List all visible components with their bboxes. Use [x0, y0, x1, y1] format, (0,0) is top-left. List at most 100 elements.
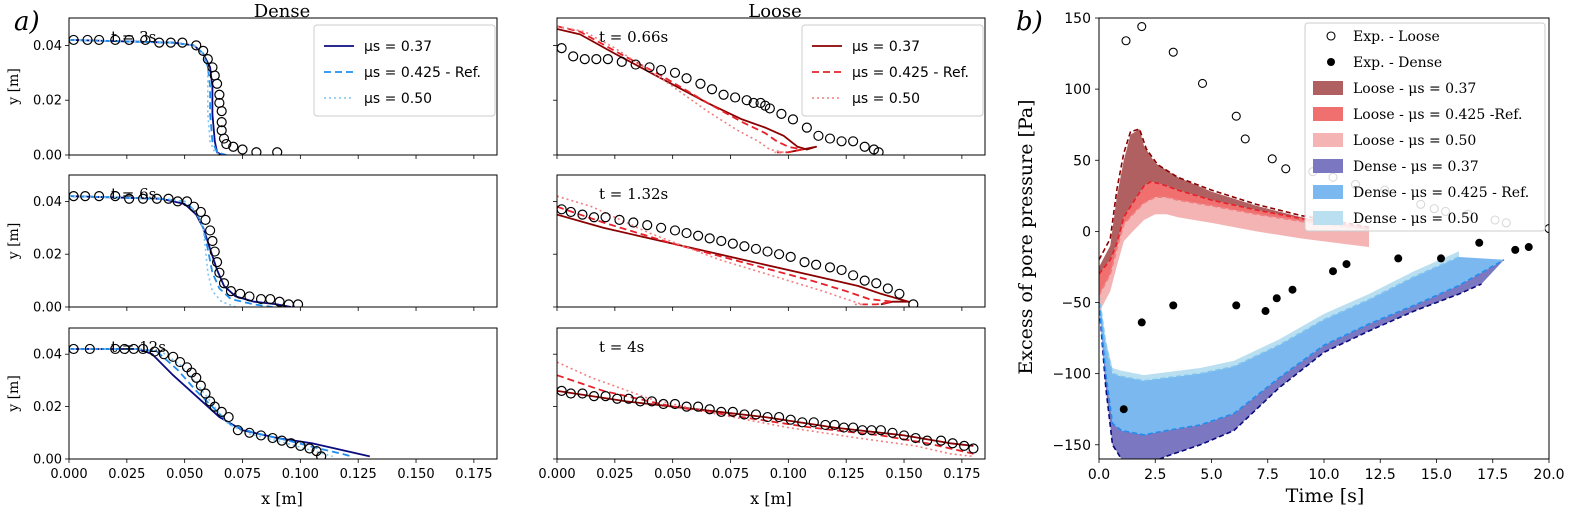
subplot-1: 0.00 0.02 0.04 y [m] t = 3s μs = 0.37 μs = 0.4… [6, 17, 498, 164]
experiment-point [316, 451, 327, 459]
legend-label: Loose - μs = 0.37 [1353, 81, 1476, 97]
experiment-point [124, 193, 135, 204]
experiment-point [274, 296, 285, 307]
subplot-title: t = 1.32s [599, 185, 668, 203]
column-title-loose: Loose [748, 1, 802, 22]
legend: μs = 0.37 μs = 0.425 - Ref. μs = 0.50 [313, 24, 496, 117]
subplot-title: t = 6s [111, 185, 156, 203]
experiment-point [922, 435, 933, 446]
subplot-5: 0.000 0.025 0.050 0.075 0.100 0.125 0.150 0.175… [6, 327, 498, 482]
experiment-point [959, 440, 970, 451]
experiment-point [276, 435, 287, 446]
experiment-point [887, 427, 898, 438]
panel-a-subplots: 0.00 0.02 0.04 y [m] t = 3s μs = 0.37 μs = 0.4… [6, 17, 986, 482]
y-tick-label: −50 [1061, 296, 1091, 312]
experiment-point [177, 37, 188, 48]
series-line [1099, 180, 1370, 275]
experiment-point [600, 391, 611, 402]
y-tick-label: 0.00 [33, 453, 62, 468]
experiment-point [568, 51, 579, 62]
experiment-point [727, 406, 738, 417]
exp-loose-point [1281, 164, 1291, 174]
x-tick-label: 15.0 [1421, 467, 1452, 483]
y-tick-label: −150 [1053, 438, 1091, 454]
series-line [69, 195, 292, 307]
experiment-point [600, 212, 611, 223]
y-tick-label: 0 [1082, 224, 1091, 240]
series-line [1099, 256, 1460, 382]
experiment-point [191, 40, 202, 51]
experiment-point [693, 230, 704, 241]
x-tick-label: 0.050 [654, 467, 691, 482]
panel-b-plot: 0.0 2.5 5.0 7.5 10.0 12.5 15.0 17.5 20.0 150 100 50… [1053, 11, 1565, 483]
ylabel-pore-pressure: Excess of pore pressure [Pa] [1015, 99, 1037, 374]
axes-frame [68, 327, 498, 460]
legend-label: μs = 0.37 [364, 39, 432, 55]
y-tick-label: 0.04 [33, 348, 62, 363]
experiment-point [137, 343, 149, 355]
legend-label: μs = 0.37 [852, 39, 920, 55]
legend: μs = 0.37 μs = 0.425 - Ref. μs = 0.50 [801, 24, 984, 117]
xlabel-loose: x [m] [750, 489, 792, 508]
experiment-point [797, 417, 808, 428]
x-tick-label: 7.5 [1257, 467, 1279, 483]
experiment-point [824, 262, 836, 273]
plot-area [69, 191, 304, 307]
experiment-point [799, 257, 810, 268]
experiment-point [205, 225, 216, 236]
experiment-point [209, 246, 220, 257]
subplot-title: t = 3s [111, 28, 156, 46]
experiment-point [836, 136, 847, 147]
series-line [557, 213, 910, 306]
exp-dense-point [1169, 301, 1178, 310]
experiment-point [216, 106, 227, 117]
exp-dense-point [1329, 267, 1337, 276]
experiment-point [214, 89, 225, 100]
column-title-dense: Dense [254, 1, 311, 22]
legend-label: μs = 0.50 [852, 91, 920, 107]
experiment-point [80, 191, 91, 202]
series-line [557, 25, 804, 154]
experiment-point [232, 425, 243, 436]
experiment-point [577, 209, 588, 220]
experiment-point [244, 291, 255, 302]
axes-frame [68, 174, 498, 308]
experiment-point [251, 147, 262, 155]
experiment-point [748, 97, 759, 109]
experiment-point [588, 212, 600, 223]
experiment-point [124, 34, 135, 46]
legend-label: μs = 0.425 - Ref. [852, 65, 969, 81]
experiment-point [894, 288, 905, 299]
experiment-point [910, 432, 921, 444]
experiment-point [557, 43, 567, 54]
experiment-point [773, 249, 785, 260]
experiment-point [704, 233, 715, 244]
y-axis-label: y [m] [6, 223, 22, 261]
experiment-point [764, 103, 775, 114]
legend-label: Exp. - Dense [1353, 55, 1442, 71]
experiment-point [801, 122, 812, 133]
y-tick-label: 0.04 [33, 195, 62, 210]
experiment-point [669, 225, 681, 236]
experiment-point [718, 89, 729, 100]
experiment-point [557, 204, 567, 215]
experiment-point [824, 133, 836, 144]
experiment-point [221, 138, 232, 150]
experiment-point [706, 84, 718, 95]
experiment-point [272, 147, 283, 155]
legend-swatch [1313, 107, 1343, 121]
experiment-point [829, 419, 840, 431]
experiment-point [628, 217, 639, 228]
experiment-point [750, 409, 762, 420]
experiment-point [669, 67, 681, 78]
exp-dense-point [1511, 245, 1520, 254]
exp-dense-point [1137, 318, 1146, 327]
experiment-point [848, 422, 859, 433]
experiment-point [935, 435, 947, 446]
experiment-point [200, 214, 211, 225]
x-tick-label: 0.025 [596, 467, 633, 482]
experiment-point [614, 214, 625, 225]
experiment-point [947, 438, 958, 449]
x-tick-label: 0.150 [397, 467, 434, 482]
experiment-point [577, 388, 588, 399]
